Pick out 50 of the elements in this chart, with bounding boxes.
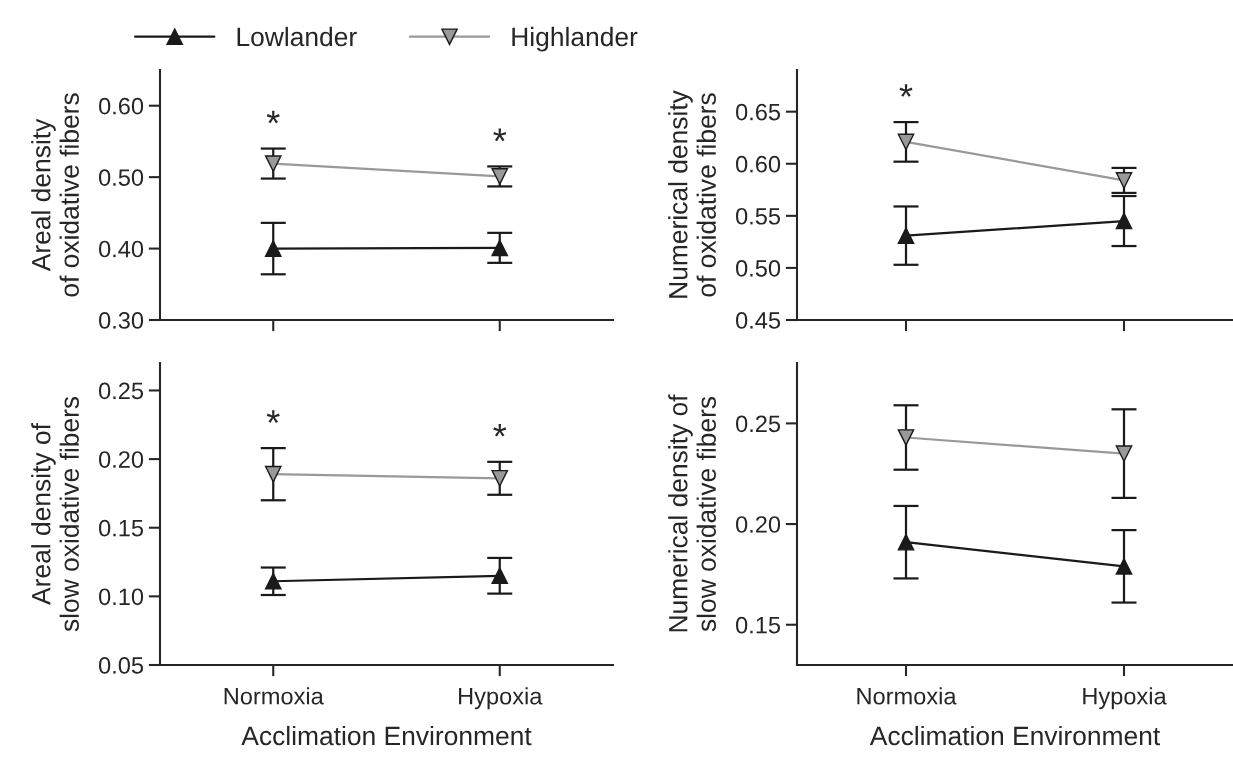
point	[491, 239, 509, 257]
y-tick-label: 0.20	[99, 451, 144, 468]
annotation: *	[493, 423, 507, 437]
point	[491, 469, 509, 487]
y-tick-label: 0.25	[99, 382, 144, 400]
y-tick-label: 0.50	[99, 169, 144, 186]
point	[264, 155, 282, 172]
y-tick-label: 0.45	[736, 312, 781, 329]
y-tick-label: 0.55	[736, 207, 781, 225]
point	[264, 465, 282, 483]
point	[1115, 212, 1133, 230]
x-tick-label: Normoxia	[224, 687, 324, 705]
annotation: *	[266, 110, 280, 124]
annotation: *	[493, 128, 507, 142]
point	[491, 168, 509, 185]
y-tick-label: 0.65	[736, 103, 781, 121]
legend-label: Highlander	[512, 26, 638, 52]
y-tick-label: 0.30	[99, 312, 144, 329]
y-tick-label: 0.20	[736, 516, 781, 533]
annotation: *	[266, 410, 280, 423]
point	[1115, 558, 1133, 575]
y-tick-label: 0.15	[99, 519, 144, 537]
y-axis-title: Numerical density of slow oxidative fibers	[668, 394, 716, 632]
point	[264, 572, 282, 590]
point	[897, 133, 915, 151]
x-tick-label: Normoxia	[857, 687, 957, 705]
y-tick-label: 0.60	[736, 155, 781, 173]
annotation: *	[899, 84, 913, 97]
y-axis-title: Areal density of slow oxidative fibers	[31, 396, 79, 632]
y-tick-label: 0.60	[99, 97, 144, 115]
y-tick-label: 0.10	[99, 588, 144, 606]
x-axis-title: Acclimation Environment	[241, 725, 532, 746]
y-tick-label: 0.40	[99, 240, 144, 258]
point	[264, 240, 282, 257]
y-axis-title: Areal density of oxidative fibers	[31, 93, 79, 297]
y-tick-label: 0.25	[736, 415, 781, 433]
point	[897, 227, 915, 244]
x-tick-label: Hypoxia	[1083, 687, 1167, 710]
point	[491, 567, 509, 585]
point	[1115, 172, 1133, 189]
y-tick-label: 0.50	[736, 259, 781, 277]
y-tick-label: 0.05	[99, 657, 144, 674]
point	[897, 429, 915, 446]
y-axis-title: Numerical density of oxidative fibers	[668, 90, 716, 298]
legend-label: Lowlander	[237, 26, 357, 47]
x-axis-title: Acclimation Environment	[869, 725, 1161, 746]
x-tick-label: Hypoxia	[459, 687, 543, 710]
point	[897, 533, 915, 551]
point	[1115, 445, 1133, 462]
y-tick-label: 0.15	[736, 616, 781, 634]
